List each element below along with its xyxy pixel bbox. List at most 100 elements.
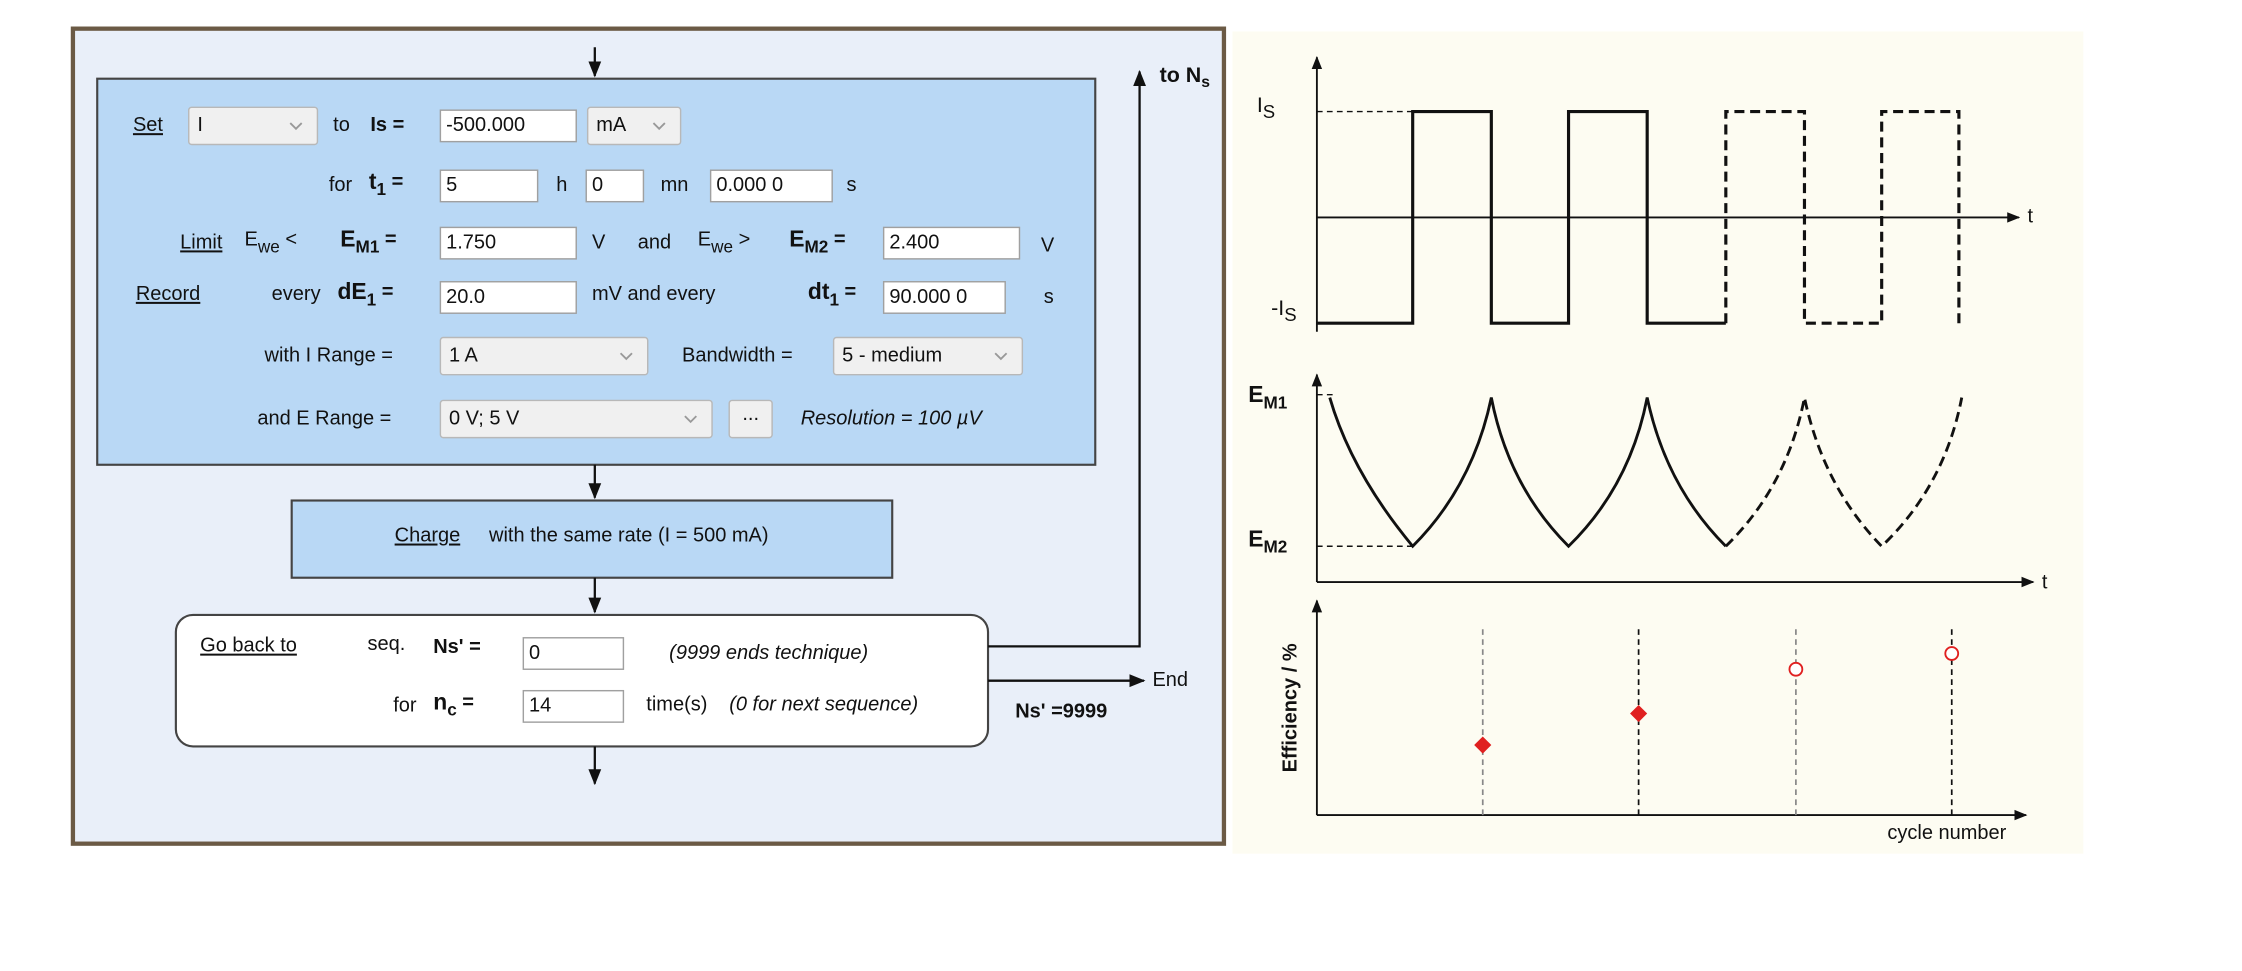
label: s [1044, 286, 1054, 308]
label-sub: s [1201, 74, 1210, 91]
label-tail: = [386, 171, 403, 193]
label: seq. [367, 633, 405, 655]
label: Set [133, 114, 163, 136]
label: t [2028, 206, 2034, 228]
label-main: E [245, 229, 258, 251]
input-value: 1.750 [446, 231, 496, 253]
label: EM1 [1248, 381, 1288, 412]
label: (9999 ends technique) [669, 642, 868, 664]
label: and [638, 231, 671, 253]
label: EM2 = [789, 225, 845, 256]
label-main: t [369, 168, 377, 194]
text-input [439, 226, 577, 260]
efficiency-points [1474, 629, 1960, 816]
text-input [882, 281, 1006, 314]
dropdown-value: 0 V; 5 V [449, 407, 520, 429]
label-main: I [1257, 93, 1263, 117]
label: Ewe > [698, 229, 751, 256]
text-input [522, 637, 625, 670]
label: t [2042, 572, 2048, 594]
label: to Ns [1160, 63, 1211, 92]
dropdown [439, 336, 649, 376]
label-sub: S [1284, 304, 1296, 325]
dropdown-arrow [994, 352, 1008, 361]
charge-box [290, 499, 894, 579]
label: nc = [433, 689, 474, 720]
diagram-axes [1311, 55, 2035, 821]
label: (0 for next sequence) [729, 693, 918, 715]
label-tail: = [376, 281, 393, 303]
label-main: E [789, 225, 804, 251]
text-input [439, 109, 577, 143]
label-main: dE [337, 278, 366, 304]
dropdown-value: mA [596, 114, 627, 136]
label: Ns' =9999 [1015, 700, 1107, 722]
label: EM1 = [340, 225, 396, 256]
label: EM2 [1248, 526, 1287, 557]
label: Go back to [200, 635, 297, 657]
text-input [522, 689, 625, 723]
label: t1 = [369, 168, 403, 199]
label: s [846, 174, 856, 196]
text-input [585, 169, 645, 203]
label: for [393, 695, 417, 717]
label-tail: = [839, 281, 856, 303]
label: Is = [370, 114, 404, 136]
dropdown-value: I [197, 114, 203, 136]
label-sub: S [1263, 101, 1275, 122]
label: Resolution = 100 µV [801, 407, 984, 429]
dropdown [586, 106, 682, 146]
label: IS [1257, 93, 1275, 122]
flow-arrows [588, 47, 1146, 786]
label-main: n [433, 689, 447, 715]
potential-curve [1316, 393, 1964, 549]
input-value: 0 [529, 642, 540, 664]
label: Ns' = [433, 636, 481, 658]
label-sub: M1 [1264, 392, 1288, 412]
label-tail: = [828, 229, 845, 251]
label: Charge [395, 525, 461, 547]
label: End [1152, 669, 1188, 691]
label-tail: > [733, 229, 750, 251]
input-value: 20.0 [446, 286, 485, 308]
label: -IS [1271, 296, 1297, 325]
label: V [592, 231, 606, 253]
label: h [556, 174, 567, 196]
label-sub: c [447, 699, 457, 719]
label-sub: 1 [367, 289, 377, 309]
goback-box [174, 613, 990, 748]
label-sub: M1 [356, 236, 380, 256]
label-main: to N [1160, 63, 1202, 87]
label: time(s) [646, 693, 707, 715]
text-input [439, 169, 539, 203]
dropdown [439, 399, 713, 439]
input-value: 2.400 [889, 231, 939, 253]
input-value: 5 [446, 174, 457, 196]
label: mV and every [592, 283, 715, 305]
label: Bandwidth = [682, 344, 793, 366]
label-main: E [1248, 381, 1263, 407]
dropdown [188, 106, 319, 146]
label-sub: we [257, 236, 280, 256]
input-value: -500.000 [446, 114, 525, 136]
dropdown-arrow [652, 122, 666, 131]
input-value: 90.000 0 [889, 286, 967, 308]
label: Ewe < [245, 229, 298, 256]
label: with I Range = [264, 344, 393, 366]
label: mn [661, 174, 689, 196]
dropdown-arrow [289, 122, 303, 131]
diagram-panel [1232, 31, 2084, 854]
input-value: 0.000 0 [716, 174, 783, 196]
label: Limit [180, 231, 223, 253]
label: cycle number [1887, 822, 2006, 844]
more-button [728, 399, 773, 439]
label-tail: < [280, 229, 297, 251]
label: for [329, 174, 353, 196]
label: Record [136, 283, 200, 305]
label: dt1 = [808, 278, 856, 309]
dropdown-value: 1 A [449, 344, 479, 366]
label-main: -I [1271, 296, 1284, 320]
dropdown-arrow [684, 415, 697, 424]
